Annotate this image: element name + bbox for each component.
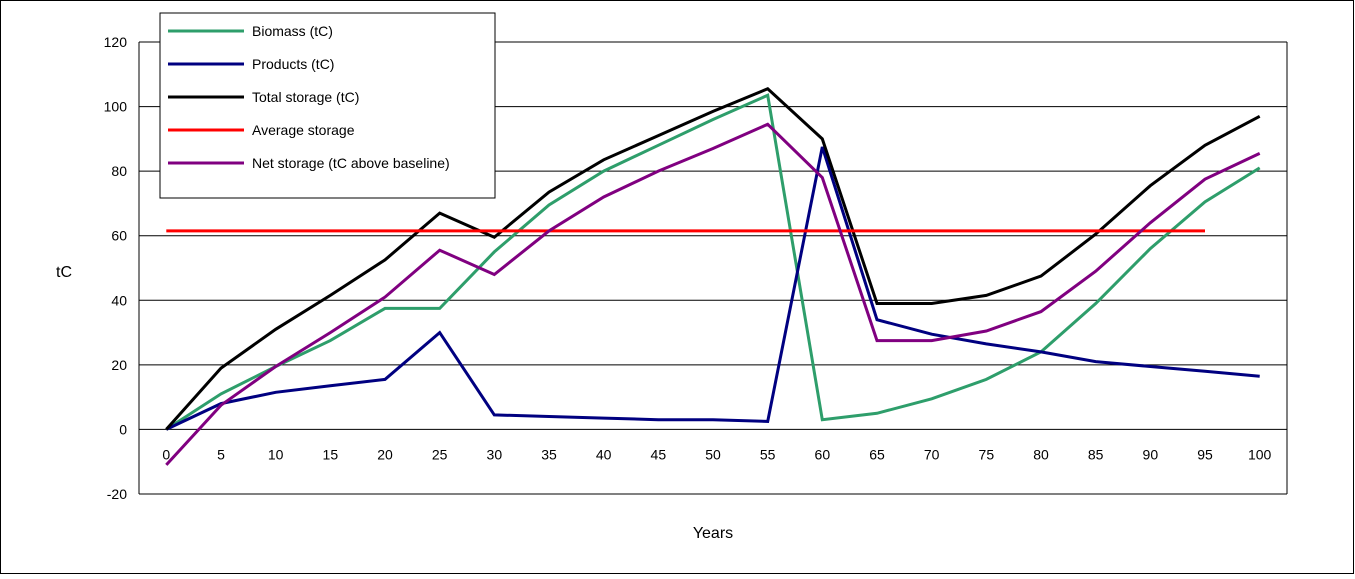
y-tick-label: 40 bbox=[111, 292, 127, 308]
x-tick-label: 20 bbox=[377, 446, 393, 462]
x-tick-label: 90 bbox=[1143, 446, 1159, 462]
x-tick-label: 100 bbox=[1248, 446, 1272, 462]
legend: Biomass (tC) Products (tC) Total storage (… bbox=[159, 12, 496, 199]
x-tick-label: 10 bbox=[268, 446, 284, 462]
y-tick-label: 120 bbox=[104, 34, 128, 50]
x-axis-title: Years bbox=[693, 525, 733, 542]
x-tick-label: 25 bbox=[432, 446, 448, 462]
x-tick-label: 70 bbox=[924, 446, 940, 462]
x-tick-label: 50 bbox=[705, 446, 721, 462]
x-tick-label: 85 bbox=[1088, 446, 1104, 462]
y-tick-label: 20 bbox=[111, 357, 127, 373]
x-tick-label: 0 bbox=[162, 446, 170, 462]
x-tick-label: 40 bbox=[596, 446, 612, 462]
x-tick-label: 15 bbox=[323, 446, 339, 462]
series-line-products-tc bbox=[165, 146, 1260, 431]
x-tick-label: 45 bbox=[651, 446, 667, 462]
x-tick-label: 60 bbox=[815, 446, 831, 462]
y-tick-label: 80 bbox=[111, 163, 127, 179]
x-tick-label: 80 bbox=[1033, 446, 1049, 462]
y-tick-label: 0 bbox=[119, 421, 127, 437]
y-tick-label: -20 bbox=[107, 486, 127, 502]
series-line-biomass-tc bbox=[165, 93, 1261, 431]
y-tick-label: 60 bbox=[111, 228, 127, 244]
legend-label: Biomass (tC) bbox=[252, 23, 333, 39]
plot-area bbox=[138, 42, 1288, 495]
y-tick-label: 100 bbox=[104, 99, 128, 115]
x-tick-label: 95 bbox=[1197, 446, 1213, 462]
x-tick-label: 65 bbox=[869, 446, 885, 462]
y-axis-title: tC bbox=[56, 264, 72, 281]
legend-label: Products (tC) bbox=[252, 56, 334, 72]
x-tick-labels: 0 5 10 15 20 25 30 35 40 45 50 55 60 65 70 75 80 85 90 95 10… bbox=[162, 446, 1271, 462]
x-tick-label: 75 bbox=[979, 446, 995, 462]
legend-label: Average storage bbox=[252, 122, 355, 138]
x-tick-label: 35 bbox=[541, 446, 557, 462]
legend-label: Total storage (tC) bbox=[252, 89, 359, 105]
series-line-net-storage-tc-above-baseline bbox=[165, 122, 1261, 466]
x-tick-label: 55 bbox=[760, 446, 776, 462]
y-tick-labels: -20 0 20 40 60 80 100 120 bbox=[104, 34, 128, 502]
legend-label: Net storage (tC above baseline) bbox=[252, 155, 450, 171]
x-tick-label: 30 bbox=[487, 446, 503, 462]
series-layer bbox=[165, 87, 1261, 466]
x-tick-label: 5 bbox=[217, 446, 225, 462]
legend-box bbox=[159, 12, 496, 199]
series-line-total-storage-tc bbox=[165, 87, 1261, 431]
